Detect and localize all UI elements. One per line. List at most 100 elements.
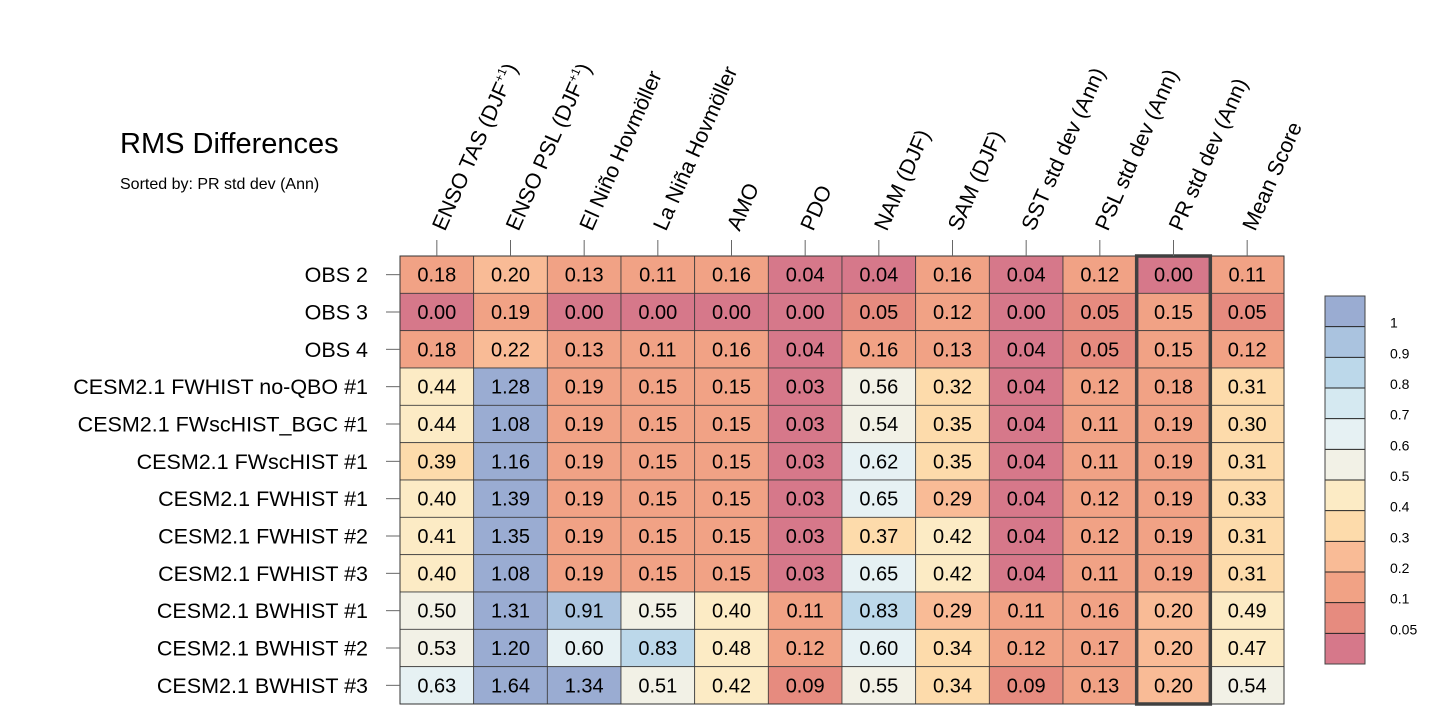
colorbar-label: 0.5 <box>1390 468 1410 484</box>
heatmap-cell <box>841 628 917 668</box>
heatmap-cell <box>1062 666 1138 705</box>
cell-value-label: 0.00 <box>417 302 456 324</box>
cell-value-label: 0.19 <box>1154 414 1193 436</box>
row-label: CESM2.1 FWHIST no-QBO #1 <box>73 375 368 399</box>
cell-value-label: 0.34 <box>933 675 972 697</box>
heatmap-cell <box>915 591 990 630</box>
heatmap-cell <box>399 516 475 556</box>
chart-subtitle: Sorted by: PR std dev (Ann) <box>120 176 319 193</box>
row-label: CESM2.1 FWscHIST #1 <box>137 450 368 474</box>
colorbar-swatch <box>1325 480 1365 511</box>
cell-value-label: 0.53 <box>417 638 456 660</box>
cell-value-label: 0.17 <box>1080 638 1119 660</box>
heatmap-cell <box>546 330 622 369</box>
heatmap-cell <box>915 628 990 668</box>
heatmap-cell <box>915 292 990 332</box>
cell-value-label: 0.31 <box>1228 563 1267 585</box>
heatmap-cell <box>399 628 475 668</box>
cell-value-label: 1.34 <box>565 675 604 697</box>
heatmap-cell <box>620 442 696 481</box>
cell-value-label: 0.20 <box>1154 601 1193 623</box>
colorbar-label: 0.9 <box>1390 345 1410 361</box>
cell-value-label: 0.04 <box>786 265 825 287</box>
heatmap-cell <box>767 628 843 668</box>
cell-value-label: 0.11 <box>1081 563 1118 585</box>
cell-value-label: 1.08 <box>491 563 530 585</box>
cell-value-label: 0.12 <box>1080 489 1119 511</box>
heatmap-cell <box>1209 554 1285 593</box>
heatmap-cell <box>988 292 1064 332</box>
heatmap-cell <box>1062 442 1138 481</box>
heatmap-cell <box>841 666 917 705</box>
heatmap-cell <box>473 591 548 630</box>
column-label: PDO <box>796 182 837 234</box>
colorbar-swatch <box>1325 572 1365 603</box>
heatmap-cell <box>694 591 769 630</box>
cell-value-label: 0.03 <box>786 377 825 399</box>
row-label: OBS 4 <box>305 338 368 362</box>
cell-value-label: 0.20 <box>491 265 530 287</box>
cell-value-label: 0.15 <box>712 377 751 399</box>
colorbar-swatch <box>1325 510 1365 542</box>
column-label: PR std dev (Ann) <box>1164 75 1253 234</box>
heatmap-cell <box>915 554 990 593</box>
colorbar-label: 0.4 <box>1390 499 1410 515</box>
heatmap-cell <box>841 292 917 332</box>
cell-value-label: 0.40 <box>417 489 456 511</box>
cell-value-label: 0.56 <box>859 377 898 399</box>
cell-value-label: 0.09 <box>1007 675 1046 697</box>
column-label: SST std dev (Ann) <box>1017 64 1110 234</box>
cell-value-label: 0.11 <box>1228 265 1265 287</box>
row-label: CESM2.1 FWHIST #1 <box>158 487 368 511</box>
heatmap-cell <box>694 516 769 556</box>
chart-title: RMS Differences <box>120 128 339 160</box>
colorbar-swatch <box>1325 602 1365 634</box>
cell-value-label: 1.31 <box>491 601 530 623</box>
cell-value-label: 0.12 <box>1228 339 1267 361</box>
heatmap-cell <box>1062 479 1138 518</box>
cell-value-label: 0.42 <box>933 563 972 585</box>
cell-value-label: 0.15 <box>638 451 677 473</box>
cell-value-label: 0.05 <box>859 302 898 324</box>
cell-value-label: 0.55 <box>638 601 677 623</box>
cell-value-label: 0.49 <box>1228 601 1267 623</box>
cell-value-label: 0.60 <box>565 638 604 660</box>
cell-value-label: 0.12 <box>786 638 825 660</box>
heatmap-cell <box>1062 255 1138 294</box>
cell-value-label: 0.15 <box>638 377 677 399</box>
cell-value-label: 1.08 <box>491 414 530 436</box>
cell-value-label: 0.00 <box>1154 265 1193 287</box>
row-label: CESM2.1 BWHIST #2 <box>157 637 368 661</box>
cell-value-label: 0.22 <box>491 339 530 361</box>
heatmap-cell <box>399 255 475 294</box>
cell-value-label: 0.15 <box>712 563 751 585</box>
heatmap-cell <box>620 516 696 556</box>
heatmap-cell <box>1062 628 1138 668</box>
cell-value-label: 0.19 <box>565 489 604 511</box>
cell-value-label: 0.34 <box>933 638 972 660</box>
colorbar-swatch <box>1325 296 1365 327</box>
cell-value-label: 0.11 <box>639 339 676 361</box>
heatmap-cell <box>620 591 696 630</box>
heatmap-cell <box>620 628 696 668</box>
heatmap-cell <box>694 479 769 518</box>
row-label: OBS 2 <box>305 263 368 287</box>
heatmap-cells <box>399 254 1285 706</box>
cell-value-label: 0.54 <box>859 414 898 436</box>
cell-value-label: 0.15 <box>712 526 751 548</box>
colorbar-swatch <box>1325 633 1365 664</box>
cell-value-label: 0.19 <box>1154 526 1193 548</box>
cell-value-label: 0.16 <box>712 339 751 361</box>
heatmap-cell <box>1136 516 1211 556</box>
cell-value-label: 0.29 <box>933 489 972 511</box>
cell-value-label: 1.16 <box>491 451 530 473</box>
cell-value-label: 0.31 <box>1228 451 1267 473</box>
cell-value-label: 0.16 <box>859 339 898 361</box>
cell-value-label: 0.04 <box>1007 265 1046 287</box>
cell-value-label: 0.11 <box>1081 451 1118 473</box>
heatmap-cell <box>473 628 548 668</box>
cell-value-label: 0.00 <box>565 302 604 324</box>
cell-value-label: 0.03 <box>786 563 825 585</box>
cell-value-label: 0.19 <box>565 451 604 473</box>
cell-value-label: 0.03 <box>786 414 825 436</box>
